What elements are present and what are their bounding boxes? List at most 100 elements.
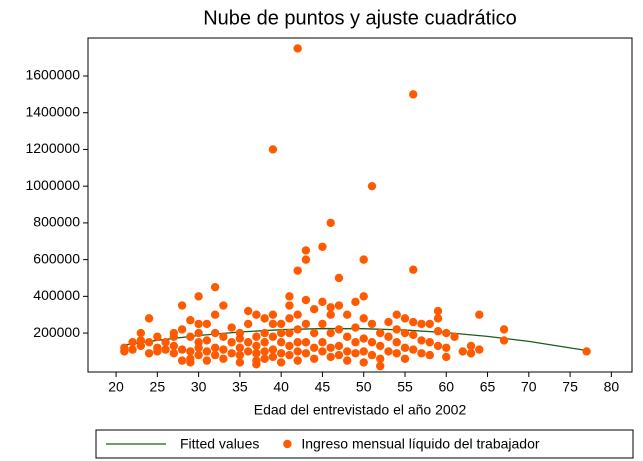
point bbox=[334, 273, 344, 283]
point bbox=[433, 341, 443, 351]
point bbox=[442, 328, 451, 338]
point bbox=[293, 347, 302, 356]
point bbox=[442, 352, 451, 362]
point bbox=[400, 314, 410, 323]
point bbox=[227, 323, 236, 332]
point bbox=[376, 354, 385, 363]
point bbox=[268, 352, 278, 362]
point bbox=[318, 242, 327, 251]
point bbox=[359, 358, 368, 367]
point bbox=[309, 354, 319, 363]
y-tick-label: 1400000 bbox=[25, 103, 80, 119]
x-tick-label: 65 bbox=[480, 379, 496, 395]
point bbox=[186, 332, 195, 341]
point bbox=[326, 218, 335, 228]
point bbox=[235, 343, 245, 352]
x-tick-label: 50 bbox=[356, 379, 372, 395]
point bbox=[326, 310, 335, 319]
point bbox=[161, 338, 170, 347]
point bbox=[293, 325, 302, 334]
point bbox=[442, 343, 451, 352]
point bbox=[260, 328, 269, 338]
point bbox=[219, 354, 228, 363]
point bbox=[326, 303, 335, 312]
point bbox=[161, 345, 170, 354]
point bbox=[128, 338, 137, 347]
point bbox=[194, 319, 203, 329]
point bbox=[219, 332, 228, 341]
chart-title: Nube de puntos y ajuste cuadrático bbox=[203, 7, 517, 29]
point bbox=[260, 338, 269, 347]
point bbox=[144, 314, 154, 323]
point bbox=[301, 338, 311, 347]
point bbox=[343, 310, 352, 319]
point bbox=[219, 345, 228, 354]
point bbox=[301, 295, 311, 305]
point bbox=[309, 305, 319, 314]
x-tick-label: 30 bbox=[191, 379, 207, 395]
point bbox=[359, 314, 368, 323]
point bbox=[153, 347, 162, 356]
point bbox=[433, 306, 443, 316]
point bbox=[202, 347, 212, 356]
point bbox=[276, 328, 286, 338]
point bbox=[235, 358, 245, 367]
point bbox=[417, 336, 426, 345]
point bbox=[392, 338, 401, 347]
point bbox=[194, 328, 203, 338]
point bbox=[268, 332, 278, 341]
point bbox=[210, 328, 220, 338]
plot-frame bbox=[87, 37, 633, 373]
point bbox=[334, 301, 344, 310]
point bbox=[334, 350, 344, 360]
point bbox=[475, 310, 484, 319]
point bbox=[359, 255, 368, 264]
point bbox=[334, 325, 344, 334]
point bbox=[450, 332, 459, 341]
point bbox=[194, 350, 203, 360]
point bbox=[392, 325, 401, 334]
point bbox=[293, 310, 302, 319]
point bbox=[243, 306, 253, 316]
x-tick-label: 45 bbox=[315, 379, 331, 395]
point bbox=[309, 343, 319, 352]
point bbox=[318, 297, 327, 307]
point bbox=[359, 292, 368, 301]
point bbox=[268, 145, 278, 154]
x-tick-label: 25 bbox=[150, 379, 166, 395]
y-tick-label: 600000 bbox=[33, 250, 80, 266]
point bbox=[301, 349, 311, 358]
point bbox=[120, 347, 129, 356]
legend-swatch bbox=[283, 439, 292, 449]
point bbox=[227, 349, 236, 358]
y-tick-label: 400000 bbox=[33, 287, 80, 303]
point bbox=[392, 310, 401, 319]
point bbox=[260, 354, 269, 363]
point bbox=[359, 347, 368, 356]
point bbox=[243, 319, 253, 329]
x-axis-title: Edad del entrevistado el año 2002 bbox=[254, 402, 467, 418]
point bbox=[227, 338, 236, 347]
point bbox=[194, 292, 203, 301]
x-tick-label: 35 bbox=[232, 379, 248, 395]
point bbox=[202, 336, 212, 345]
point bbox=[367, 338, 377, 347]
point bbox=[384, 332, 393, 341]
point bbox=[351, 323, 360, 332]
point bbox=[169, 341, 179, 351]
point bbox=[177, 345, 187, 354]
point bbox=[425, 319, 434, 329]
point bbox=[276, 349, 286, 358]
point bbox=[318, 347, 327, 356]
point bbox=[425, 338, 434, 347]
point bbox=[144, 338, 154, 347]
point bbox=[177, 356, 187, 365]
point bbox=[376, 361, 385, 371]
point bbox=[276, 358, 286, 367]
point bbox=[285, 314, 294, 323]
point bbox=[285, 341, 294, 351]
point bbox=[260, 347, 269, 356]
point bbox=[285, 301, 294, 310]
point bbox=[276, 338, 286, 347]
